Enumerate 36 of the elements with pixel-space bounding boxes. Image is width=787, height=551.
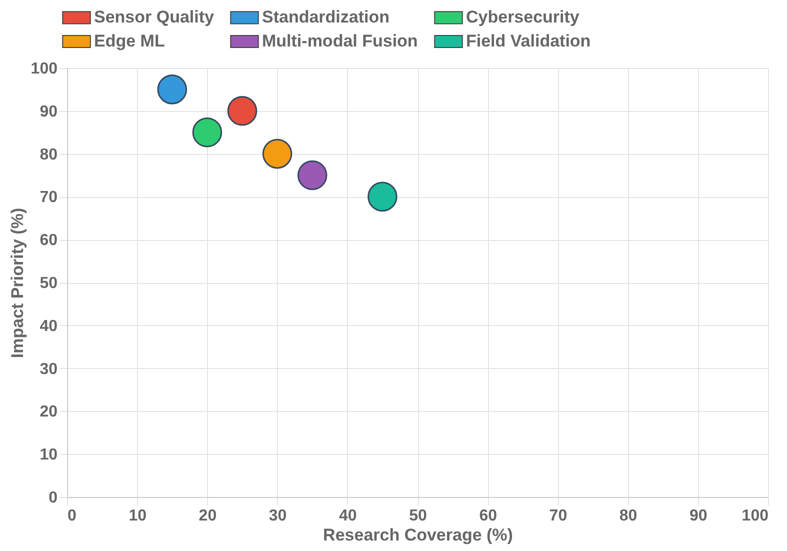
y-tick-label: 80 bbox=[40, 146, 58, 164]
x-tick-label: 60 bbox=[479, 508, 498, 524]
y-tick-label: 50 bbox=[40, 275, 58, 292]
y-tick-label: 10 bbox=[40, 446, 58, 464]
point bbox=[368, 182, 398, 212]
point bbox=[297, 160, 328, 190]
legend-label: Field Validation bbox=[466, 32, 591, 50]
x-tick-label: 10 bbox=[128, 508, 147, 524]
legend-label: Edge ML bbox=[94, 32, 165, 50]
y-tick-label: 0 bbox=[48, 490, 58, 506]
point bbox=[192, 117, 222, 148]
x-tick-label: 40 bbox=[339, 508, 357, 524]
y-tick-label: 30 bbox=[40, 360, 58, 378]
y-axis-title: Impact Priority (%) bbox=[8, 208, 27, 358]
x-tick-label: 0 bbox=[68, 508, 76, 524]
y-tick-label: 20 bbox=[40, 404, 58, 421]
x-tick-label: 20 bbox=[198, 508, 217, 524]
point bbox=[157, 74, 188, 104]
legend-label: Sensor Quality bbox=[94, 8, 215, 27]
x-tick-label: 80 bbox=[619, 508, 638, 524]
legend-label: Standardization bbox=[262, 8, 390, 27]
point bbox=[262, 138, 292, 169]
point bbox=[227, 96, 258, 126]
x-tick-label: 100 bbox=[742, 508, 769, 524]
x-tick-label: 30 bbox=[268, 508, 287, 524]
y-tick-label: 60 bbox=[40, 232, 58, 250]
y-tick-label: 40 bbox=[40, 318, 58, 335]
x-tick-label: 50 bbox=[409, 508, 427, 524]
y-tick-label: 90 bbox=[40, 103, 58, 120]
y-tick-label: 70 bbox=[40, 189, 58, 206]
x-axis-title: Research Coverage (%) bbox=[323, 526, 513, 544]
x-tick-label: 70 bbox=[549, 508, 568, 524]
x-tick-label: 90 bbox=[690, 508, 708, 524]
legend-label: Cybersecurity bbox=[466, 8, 580, 27]
legend-label: Multi-modal Fusion bbox=[262, 32, 418, 50]
y-tick-label: 100 bbox=[30, 60, 58, 78]
